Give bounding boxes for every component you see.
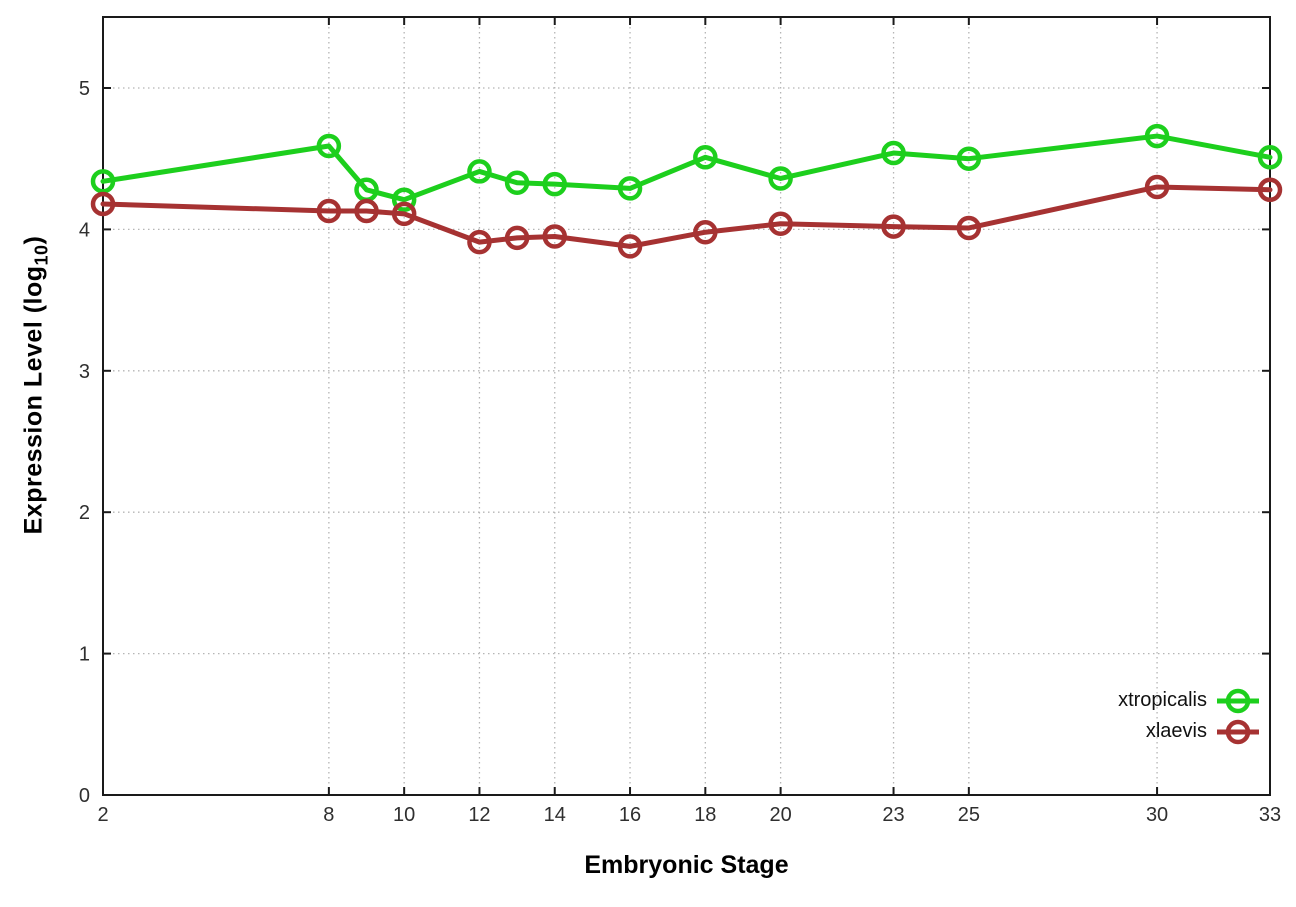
x-axis-title: Embryonic Stage: [584, 851, 789, 879]
x-tick-label: 2: [97, 804, 108, 826]
y-tick-label: 1: [79, 644, 90, 666]
x-tick-label: 33: [1259, 804, 1281, 826]
data-point-xtropicalis-stage-13: [504, 170, 530, 195]
y-tick-label: 2: [79, 502, 90, 524]
data-point-xlaevis-stage-12: [467, 229, 492, 255]
data-point-xlaevis-stage-23: [881, 214, 906, 239]
y-tick-label: 5: [79, 78, 90, 100]
data-point-xtropicalis-stage-2: [90, 169, 116, 194]
x-tick-label: 12: [468, 804, 490, 826]
data-point-xlaevis-stage-9: [354, 198, 379, 224]
data-point-xlaevis-stage-13: [504, 225, 530, 251]
x-tick-label: 25: [958, 804, 980, 826]
legend-label-xlaevis: xlaevis: [1145, 720, 1207, 742]
y-axis-title: Expression Level (log10): [20, 236, 53, 535]
plot-border: [102, 16, 1271, 796]
data-point-xtropicalis-stage-30: [1144, 123, 1170, 149]
data-point-xlaevis-stage-20: [768, 211, 793, 236]
y-axis-title-subscript: 10: [31, 244, 52, 266]
data-point-xtropicalis-stage-33: [1257, 145, 1283, 170]
x-tick-label: 14: [544, 804, 566, 826]
data-point-xlaevis-stage-18: [693, 219, 718, 245]
data-point-xtropicalis-stage-20: [768, 166, 793, 191]
data-point-xtropicalis-stage-18: [693, 145, 718, 170]
data-point-xlaevis-stage-25: [956, 215, 982, 241]
y-tick-label: 0: [79, 785, 90, 807]
x-tick-label: 30: [1146, 804, 1168, 826]
legend-marker-xlaevis-icon: [1217, 719, 1259, 744]
data-point-xlaevis-stage-30: [1144, 174, 1170, 200]
data-point-xlaevis-stage-14: [542, 224, 567, 249]
y-axis-title-close: ): [19, 235, 48, 245]
y-axis-title-main: Expression Level (log: [19, 265, 48, 535]
data-point-xtropicalis-stage-8: [316, 133, 342, 159]
data-point-xlaevis-stage-33: [1257, 177, 1283, 203]
legend-item-xlaevis: xlaevis: [1118, 716, 1260, 747]
legend-label-xtropicalis: xtropicalis: [1118, 689, 1207, 711]
legend-item-xtropicalis: xtropicalis: [1118, 685, 1260, 716]
x-tick-label: 23: [882, 804, 904, 826]
series-xlaevis-line: [100, 184, 1273, 249]
data-point-xlaevis-stage-8: [316, 198, 342, 224]
data-point-xtropicalis-stage-10: [391, 187, 417, 212]
data-point-xlaevis-stage-10: [391, 201, 417, 227]
legend-marker-xtropicalis-icon: [1217, 688, 1259, 713]
data-point-xtropicalis-stage-23: [881, 140, 906, 166]
data-point-xtropicalis-stage-12: [467, 159, 492, 184]
x-tick-label: 16: [619, 804, 641, 826]
series-xtropicalis-line: [100, 133, 1273, 203]
data-point-xlaevis-stage-16: [617, 234, 643, 259]
legend: xtropicalis xlaevis: [1118, 685, 1260, 747]
data-point-xlaevis-stage-2: [90, 191, 116, 217]
data-point-xtropicalis-stage-14: [542, 171, 567, 197]
x-tick-label: 8: [323, 804, 334, 826]
x-tick-label: 18: [694, 804, 716, 826]
x-tick-label: 20: [769, 804, 791, 826]
y-tick-label: 4: [79, 219, 90, 241]
y-tick-label: 3: [79, 361, 90, 383]
data-point-xtropicalis-stage-16: [617, 176, 643, 201]
x-tick-label: 10: [393, 804, 415, 826]
data-point-xtropicalis-stage-25: [956, 146, 982, 171]
